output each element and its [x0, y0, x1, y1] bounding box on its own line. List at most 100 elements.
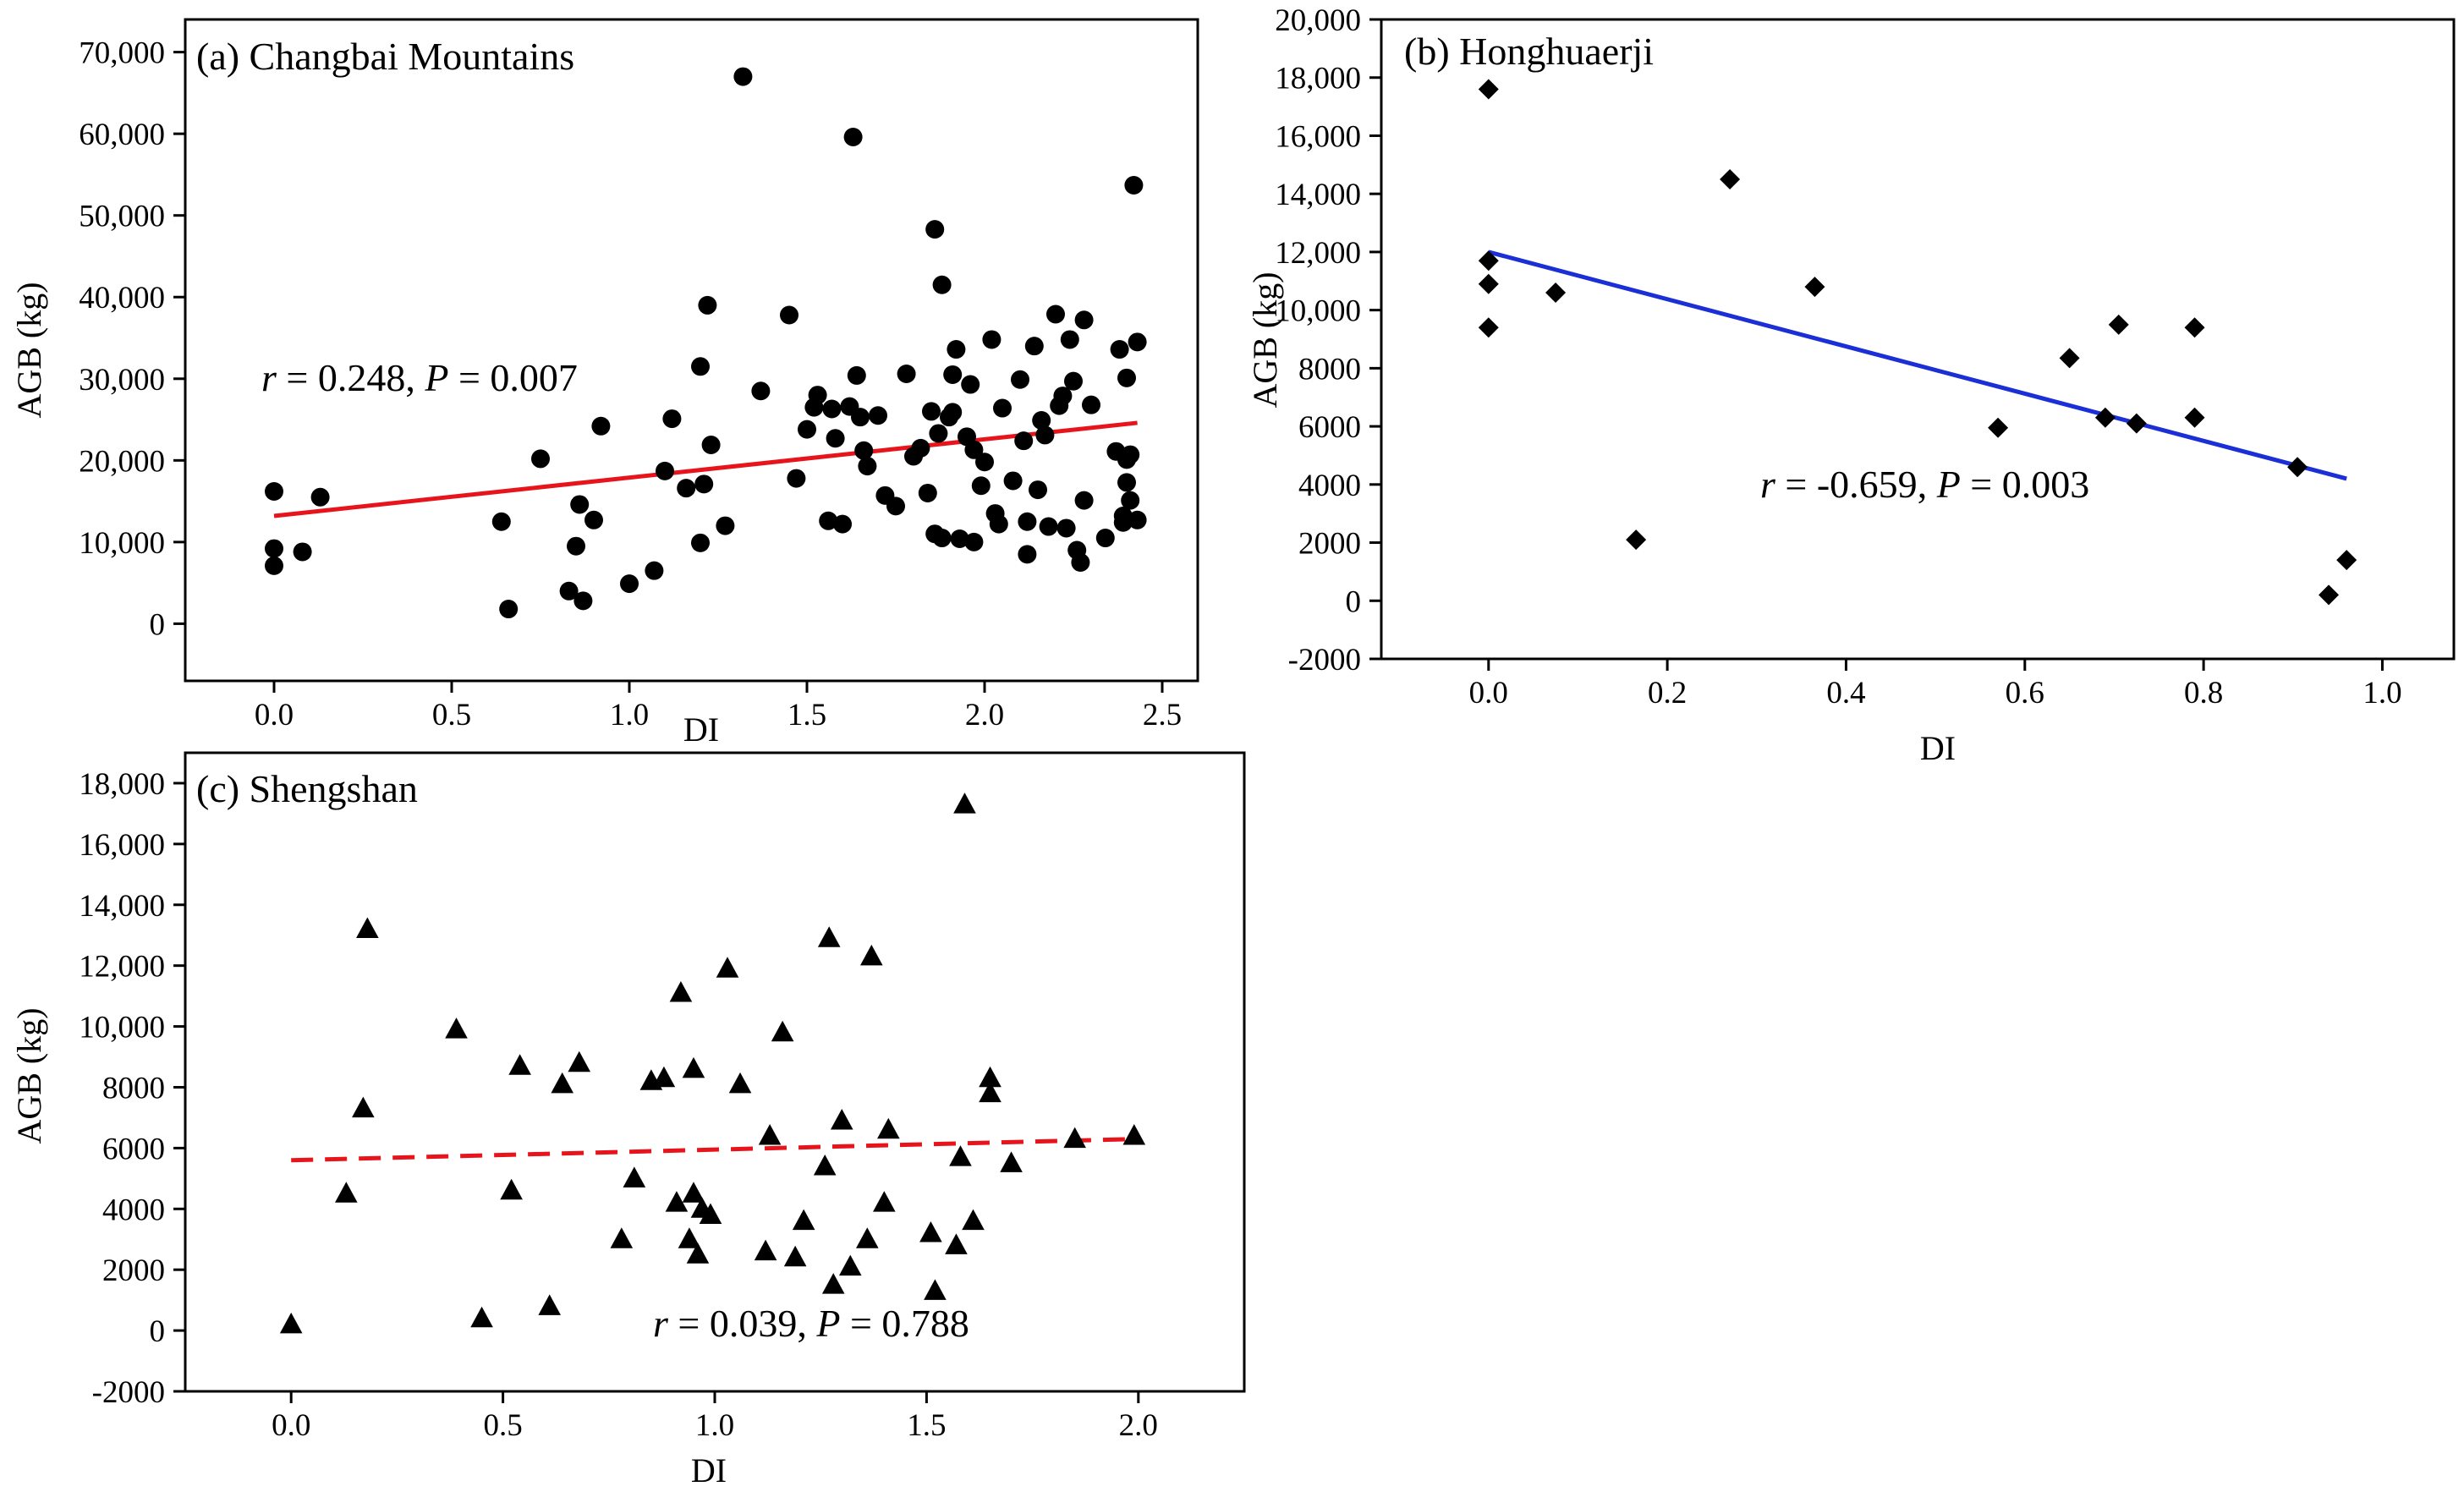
panel-a-data-point: [1117, 368, 1136, 387]
panel-a-data-point: [591, 416, 611, 436]
panel-a-annotation: r = 0.248, P = 0.007: [261, 356, 578, 399]
panel-c-data-point: [945, 1233, 968, 1254]
panel-c-y-tick-label: 10,000: [79, 1011, 165, 1045]
panel-c-data-point: [678, 1227, 701, 1248]
panel-c-data-point: [669, 981, 693, 1002]
panel-a-data-point: [1082, 395, 1100, 414]
panel-a-data-point: [858, 457, 877, 476]
panel-a-data-point: [911, 438, 930, 458]
panel-c-data-point: [962, 1209, 985, 1231]
panel-c-data-point: [813, 1154, 837, 1176]
panel-a-data-point: [573, 591, 593, 611]
panel-a-data-point: [584, 510, 603, 529]
panel-a-data-point: [826, 429, 845, 448]
panel-a-x-tick-label: 2.0: [965, 698, 1004, 732]
panel-a-y-tick-label: 50,000: [79, 200, 165, 234]
panel-c-data-points: [279, 793, 1146, 1334]
panel-a-data-point: [964, 532, 984, 551]
panel-c-data-point: [758, 1124, 782, 1145]
panel-b-x-tick-label: 0.0: [1469, 676, 1508, 710]
panel-c-y-tick-label: 4000: [102, 1193, 165, 1227]
panel-a-data-point: [1039, 517, 1058, 536]
panel-b-x-tick-label: 0.6: [2006, 676, 2044, 710]
panel-a-data-point: [1074, 310, 1094, 330]
panel-a-data-point: [1074, 491, 1094, 510]
panel-b-x-tick-label: 0.8: [2184, 676, 2223, 710]
panel-a-data-points: [265, 67, 1147, 619]
panel-c-data-point: [1063, 1127, 1086, 1149]
panel-a-y-axis-title: AGB (kg): [10, 282, 48, 418]
panel-a-fit-line: [273, 420, 1138, 518]
panel-b-y-tick-label: 10,000: [1275, 294, 1361, 329]
panel-a-data-point: [293, 542, 312, 562]
panel-b-y-tick-label: 4000: [1298, 469, 1361, 503]
panel-c-data-point: [873, 1191, 896, 1212]
panel-c-x-tick-label: 0.5: [483, 1408, 522, 1443]
panel-c-data-point: [445, 1018, 468, 1039]
panel-a-data-point: [982, 330, 1002, 349]
panel-a-y-tick-label: 70,000: [79, 36, 165, 71]
panel-b-x-axis-title: DI: [1920, 729, 1956, 767]
panel-b-y-tick-label: 20,000: [1275, 3, 1361, 38]
panel-a-data-point: [265, 482, 283, 502]
panel-a-regression-line: [273, 420, 1138, 518]
panel-a-data-point: [1032, 411, 1051, 431]
panel-a-data-point: [620, 574, 639, 594]
panel-a-data-point: [947, 340, 966, 359]
panel-c-x-tick-label: 1.5: [907, 1408, 946, 1443]
panel-a-data-point: [961, 375, 980, 394]
panel-c-x-tick-label: 2.0: [1119, 1408, 1158, 1443]
panel-a-data-point: [559, 581, 579, 601]
panel-a-data-point: [1121, 445, 1140, 464]
panel-b-plot-frame: [1380, 18, 2456, 661]
panel-a-data-point: [854, 441, 874, 460]
panel-a-data-point: [943, 403, 963, 422]
panel-a-y-tick-label: 20,000: [79, 444, 165, 479]
panel-c-data-point: [949, 1145, 972, 1166]
panel-c-data-point: [716, 957, 739, 978]
panel-a-data-point: [701, 435, 721, 454]
panel-a-data-point: [833, 514, 852, 534]
panel-c-data-point: [877, 1117, 900, 1139]
panel-a-data-point: [1124, 175, 1144, 195]
panel-b-data-point: [1478, 317, 1499, 338]
panel-a-data-point: [310, 487, 330, 507]
panel-b-data-point: [2059, 348, 2080, 369]
panel-a-data-point: [993, 398, 1012, 418]
panel-c-data-point: [665, 1191, 689, 1212]
panel-a-title: (a) Changbai Mountains: [196, 35, 574, 78]
panel-b-y-tick-label: 14,000: [1275, 178, 1361, 212]
panel-a-data-point: [677, 479, 696, 498]
panel-a-data-point: [798, 420, 816, 439]
panel-c-data-point: [953, 793, 976, 814]
panel-a-data-point: [929, 424, 948, 443]
panel-a-data-point: [1029, 480, 1047, 500]
panel-b-data-point: [2184, 407, 2205, 428]
panel-c-data-point: [830, 1109, 853, 1130]
panel-c-data-point: [686, 1242, 710, 1264]
panel-b-data-point: [1626, 529, 1647, 551]
panel-a-x-tick-label: 2.5: [1143, 698, 1182, 732]
panel-a-data-point: [822, 399, 842, 419]
panel-c-title: (c) Shengshan: [196, 767, 418, 810]
panel-a-data-point: [851, 408, 870, 427]
panel-a-data-point: [531, 449, 550, 469]
panel-a-data-point: [847, 365, 866, 385]
panel-b-data-point: [1988, 417, 2009, 438]
panel-a-data-point: [1060, 330, 1079, 349]
panel-a-changbai-mountains: 0.0 0.5 1.0 1.5 2.0 2.5 0 10,000 20,000 30,000 40,…: [10, 18, 1199, 749]
panel-b-data-point: [1478, 250, 1499, 272]
panel-a-data-point: [989, 514, 1008, 534]
panel-c-y-tick-label: -2000: [92, 1375, 165, 1410]
panel-c-data-point: [792, 1209, 815, 1231]
panel-c-y-tick-label: 6000: [102, 1132, 165, 1166]
panel-a-data-point: [1113, 506, 1133, 525]
panel-a-data-point: [843, 128, 863, 147]
panel-b-data-point: [2336, 550, 2357, 571]
panel-c-data-point: [855, 1227, 879, 1248]
panel-b-x-tick-label: 0.4: [1826, 676, 1865, 710]
panel-a-data-point: [897, 364, 916, 383]
panel-b-data-point: [2126, 413, 2147, 434]
panel-a-data-point: [971, 476, 991, 496]
panel-a-data-point: [964, 440, 984, 459]
